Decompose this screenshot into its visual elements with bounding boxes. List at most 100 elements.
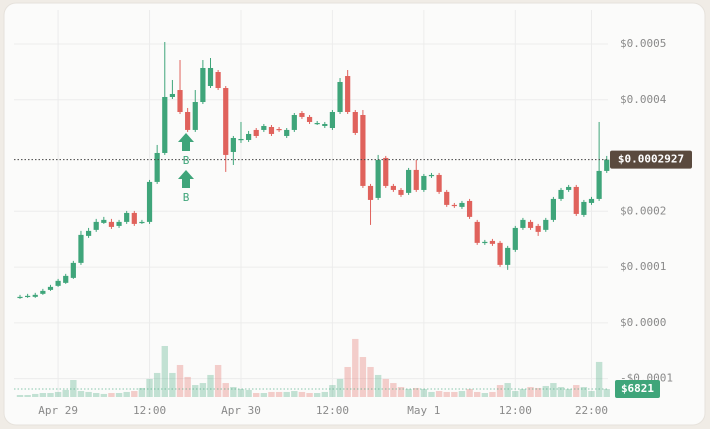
candle-body <box>375 159 381 198</box>
candle-body <box>169 93 175 97</box>
volume-bar <box>115 393 123 397</box>
candle-body <box>581 201 587 215</box>
y-tick-label: $0.0002 <box>620 204 666 217</box>
volume-bar <box>466 389 473 397</box>
buy-label: B <box>183 191 190 204</box>
volume-bar <box>595 361 603 397</box>
volume-bar <box>207 374 214 397</box>
volume-bar <box>16 395 24 397</box>
volume-bar <box>237 389 245 397</box>
candle-body <box>367 185 374 200</box>
volume-bar <box>39 393 47 397</box>
candle-body <box>604 159 610 171</box>
volume-bar <box>329 385 336 397</box>
volume-bar <box>123 391 130 397</box>
volume-bar <box>199 383 207 397</box>
candle-body <box>550 198 556 220</box>
candle-body <box>398 189 404 195</box>
volume-bar <box>93 393 100 397</box>
grid <box>14 10 608 397</box>
last-price-box <box>610 150 692 169</box>
volume-bar <box>359 357 367 397</box>
candle-body <box>505 247 511 265</box>
candle-body <box>207 67 214 87</box>
volume-bar <box>70 379 77 397</box>
candle-body <box>451 204 457 207</box>
candle-body <box>47 286 54 290</box>
volume-bar <box>253 393 260 397</box>
volume-bar <box>192 385 199 397</box>
candle-body <box>101 219 107 223</box>
candle-body <box>246 133 252 140</box>
candle-body <box>215 72 221 89</box>
volume-bar <box>161 345 168 397</box>
candle-body <box>268 126 275 134</box>
volume-bar <box>230 387 237 397</box>
candle-body <box>383 157 389 186</box>
candle-body <box>70 262 76 278</box>
volume-bar <box>62 389 69 397</box>
candle-body <box>558 189 564 199</box>
volume-bar <box>169 372 176 397</box>
candle-body <box>40 290 46 294</box>
volume-bar <box>428 391 435 397</box>
candle-body <box>459 202 465 207</box>
candle-body <box>154 152 160 182</box>
candle-body <box>535 225 541 232</box>
volume-bar <box>313 393 321 397</box>
volume-bar <box>603 389 610 397</box>
candle-body <box>428 174 435 177</box>
volume-bar <box>77 391 85 397</box>
volume-bar <box>397 387 405 397</box>
candle-body <box>162 96 168 153</box>
volume-bar <box>374 374 382 397</box>
candle-body <box>185 111 191 130</box>
last-price-label: $0.0002927 <box>618 153 684 166</box>
volume-bar <box>131 391 138 397</box>
candle-body <box>192 102 198 130</box>
volume-bar <box>47 393 54 397</box>
volume-bar <box>519 389 527 397</box>
candle-body <box>299 112 305 117</box>
candle-body <box>284 129 290 136</box>
volume-bar <box>245 389 252 397</box>
candle-body <box>527 221 534 228</box>
candle-body <box>177 90 183 112</box>
buy-markers: B B <box>178 133 194 204</box>
candle-body <box>573 186 579 214</box>
candle-body <box>543 219 549 230</box>
last-volume-label: $6821 <box>621 382 654 395</box>
volume-bar <box>214 364 222 397</box>
volume-bar <box>222 383 229 397</box>
candle-body <box>261 125 267 130</box>
volume-bar <box>512 391 519 397</box>
candle-body <box>345 76 351 112</box>
candle-body <box>497 242 503 265</box>
volume-bar <box>580 387 588 397</box>
candle-body <box>291 115 297 130</box>
volume-bar <box>260 393 268 397</box>
volume-bar <box>557 387 565 397</box>
volume-bar <box>534 387 542 397</box>
volume-bar <box>542 385 549 397</box>
candle-body <box>421 175 427 190</box>
volume-bar <box>321 391 328 397</box>
volume-bar <box>496 385 504 397</box>
volume-bar <box>474 391 481 397</box>
candle-body <box>124 212 130 222</box>
y-tick-label: $0.0004 <box>620 93 667 106</box>
volume-bar <box>435 391 443 397</box>
candle-body <box>436 174 442 192</box>
volume-bar <box>405 389 412 397</box>
volume-bar <box>291 391 298 397</box>
axis-labels: $0.0005$0.0004$0.0002$0.0001$0.0000-$0.0… <box>14 37 692 417</box>
volume-bar <box>481 393 489 397</box>
candle-body <box>466 200 473 217</box>
candle-body <box>390 185 396 190</box>
volume-bar <box>108 393 115 397</box>
volume-bar <box>443 391 450 397</box>
candle-body <box>322 123 328 126</box>
y-tick-label: $0.0005 <box>620 37 666 50</box>
candle-body <box>489 240 496 244</box>
